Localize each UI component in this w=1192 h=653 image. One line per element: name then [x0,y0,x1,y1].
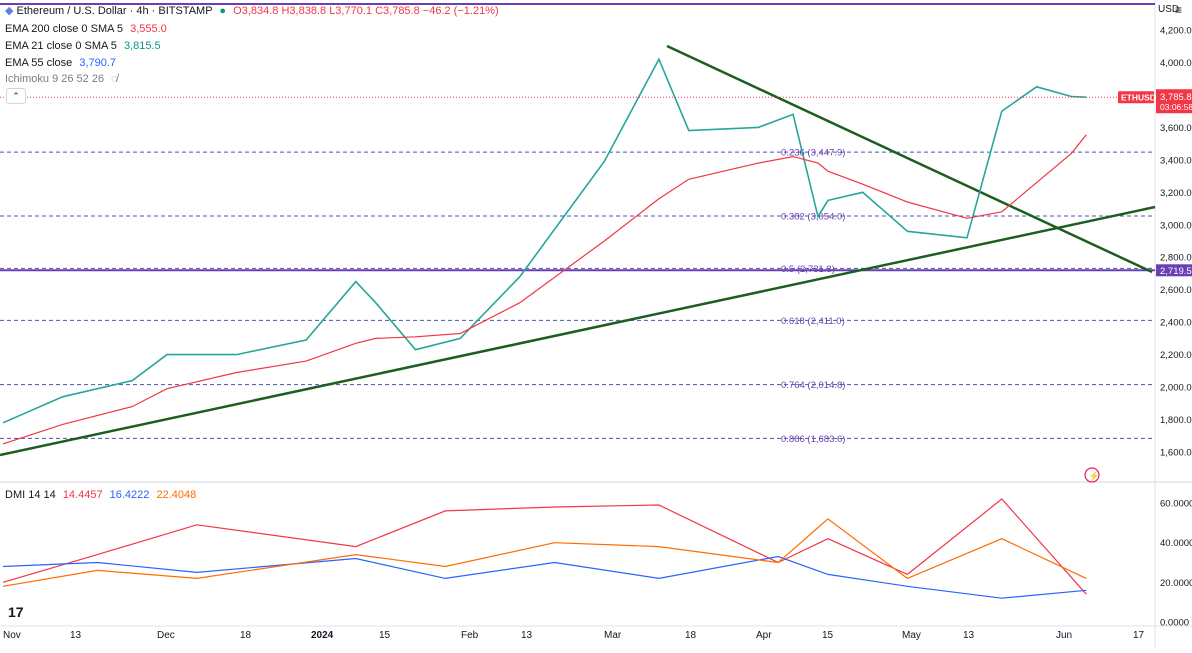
dmi-label: DMI 14 14 [5,489,56,501]
time-tick-label: 13 [70,630,82,641]
price-tag-value: 3,785.8 [1160,92,1192,103]
bolt-glyph: ⚡ [1089,470,1100,482]
time-tick-label: May [902,630,921,641]
symbol-title[interactable]: Ethereum / U.S. Dollar · 4h · BITSTAMP [16,5,213,17]
time-tick-label: 13 [521,630,533,641]
ethereum-icon: ◆ [5,5,14,17]
price-tick-label: 2,800.0 [1160,253,1192,264]
price-tag-bg [1156,89,1192,114]
price-tag-countdown: 03:06:58 [1160,102,1192,112]
fib-level-label: 0.236 (3,447.9) [781,148,845,159]
symbol-tag-bg [1118,91,1154,104]
level-tag-value: 2,719.5 [1160,266,1192,277]
dmi-tick-label: 0.0000 [1160,618,1189,629]
indicator-value: 3,790.7 [79,57,117,69]
indicator-label: EMA 200 close 0 SMA 5 [5,23,124,35]
collapse-legend-button[interactable]: ⌃ [6,88,26,104]
low-value: L3,770.1 [329,5,373,17]
ema200-line [2,134,1087,445]
price-tick-label: 3,000.0 [1160,220,1192,231]
close-value: C3,785.8 [375,5,420,17]
fib-level-label: 0.764 (2,014.8) [781,380,845,391]
symbol-header: ◆ Ethereum / U.S. Dollar · 4h · BITSTAMP… [5,4,499,17]
price-tick-label: 1,800.0 [1160,415,1192,426]
status-dot-icon: ● [219,5,227,17]
time-tick-label: 17 [1133,630,1145,641]
indicator-ichimoku[interactable]: Ichimoku 9 26 52 26 ◌̸ [5,73,118,85]
descending-trendline [666,44,1153,274]
change-value: −46.2 (−1.21%) [422,5,499,17]
high-value: H3,838.8 [281,5,327,17]
time-tick-label: Feb [461,630,479,641]
currency-label[interactable]: USD [1158,4,1180,15]
time-tick-label: 15 [379,630,391,641]
dmi-tick-label: 40.0000 [1160,538,1192,549]
time-tick-label: 18 [240,630,252,641]
indicator-ema55[interactable]: EMA 55 close 3,790.7 [5,57,116,69]
price-tick-label: 2,400.0 [1160,318,1192,329]
indicator-value: 3,555.0 [130,23,167,35]
time-tick-label: 2024 [311,630,334,641]
bolt-icon [1084,467,1100,483]
level-tag-bg [1156,264,1192,277]
eye-hidden-icon[interactable]: ◌̸ [111,73,118,85]
price-tick-label: 4,200.0 [1160,26,1192,37]
time-tick-label: Jun [1056,630,1072,641]
indicator-ema200[interactable]: EMA 200 close 0 SMA 5 3,555.0 [5,23,167,35]
open-value: O3,834.8 [233,5,279,17]
price-tick-label: 3,400.0 [1160,155,1192,166]
dmi-legend[interactable]: DMI 14 14 14.4457 16.4222 22.4048 [5,489,196,501]
tradingview-logo: 17 [8,604,24,620]
indicator-label: EMA 21 close 0 SMA 5 [5,40,117,52]
indicator-label: Ichimoku 9 26 52 26 [5,73,105,85]
price-tick-label: 2,000.0 [1160,383,1192,394]
price-tick-label: 2,200.0 [1160,350,1192,361]
indicator-label: EMA 55 close [5,57,73,69]
price-line [2,57,1087,424]
time-tick-label: 15 [822,630,834,641]
price-tick-label: 3,200.0 [1160,188,1192,199]
time-tick-label: Nov [3,630,21,641]
time-tick-label: 18 [685,630,697,641]
dmi-line-1 [2,498,1087,595]
ascending-trendline [0,205,1156,457]
time-tick-label: Apr [756,630,772,641]
symbol-tag-label: ETHUSD [1121,93,1156,103]
dmi-line-3 [2,518,1087,587]
chevron-up-icon: ⌃ [12,91,20,101]
dmi-value-2: 16.4222 [109,489,150,501]
time-tick-label: Dec [157,630,175,641]
price-tick-label: 3,600.0 [1160,123,1192,134]
time-tick-label: Mar [604,630,622,641]
dmi-value-3: 22.4048 [156,489,197,501]
menu-icon[interactable]: ≡ [1175,3,1183,17]
fib-level-label: 0.618 (2,411.0) [781,316,845,327]
dmi-tick-label: 20.0000 [1160,578,1192,589]
dmi-tick-label: 60.0000 [1160,499,1192,510]
price-tick-label: 2,600.0 [1160,285,1192,296]
dmi-line-2 [2,555,1087,599]
price-tick-label: 4,000.0 [1160,58,1192,69]
time-tick-label: 13 [963,630,975,641]
fib-level-label: 0.382 (3,054.0) [781,212,845,223]
price-tick-label: 1,600.0 [1160,448,1192,459]
fib-level-label: 0.886 (1,683.6) [781,434,845,445]
indicator-ema21[interactable]: EMA 21 close 0 SMA 5 3,815.5 [5,40,161,52]
indicator-value: 3,815.5 [123,40,161,52]
dmi-value-1: 14.4457 [62,489,103,501]
